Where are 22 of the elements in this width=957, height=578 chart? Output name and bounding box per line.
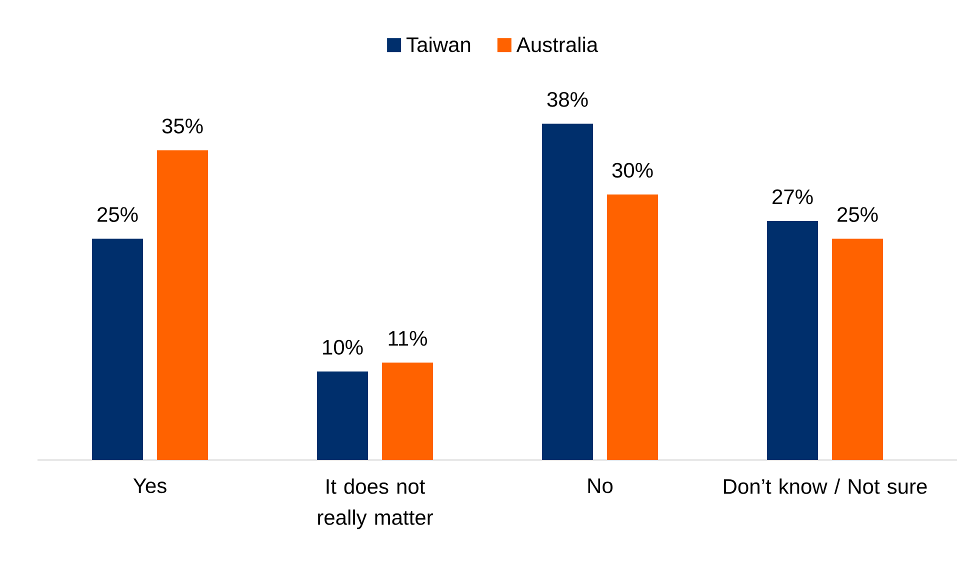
data-label: 27% bbox=[772, 189, 813, 204]
x-tick-label: No bbox=[588, 478, 613, 494]
bar bbox=[92, 238, 144, 460]
bar bbox=[767, 221, 818, 460]
legend-label: Australia bbox=[516, 36, 598, 52]
bar bbox=[542, 124, 594, 460]
data-label: 25% bbox=[838, 207, 878, 222]
legend-label: Taiwan bbox=[406, 36, 470, 52]
data-label: 25% bbox=[98, 207, 138, 222]
bar bbox=[157, 150, 208, 460]
x-tick-label: Don’t know / Not sure bbox=[724, 478, 927, 494]
bar bbox=[317, 371, 368, 460]
bar bbox=[607, 194, 658, 460]
x-tick-label: It does not really matter bbox=[318, 478, 433, 530]
data-label: 38% bbox=[547, 92, 588, 107]
data-label: 10% bbox=[323, 340, 363, 355]
bar bbox=[382, 362, 434, 460]
data-label: 30% bbox=[612, 162, 653, 178]
data-label: 35% bbox=[162, 118, 203, 134]
bar bbox=[832, 238, 884, 460]
data-label: 11% bbox=[388, 331, 427, 346]
x-tick-label: Yes bbox=[133, 478, 166, 494]
